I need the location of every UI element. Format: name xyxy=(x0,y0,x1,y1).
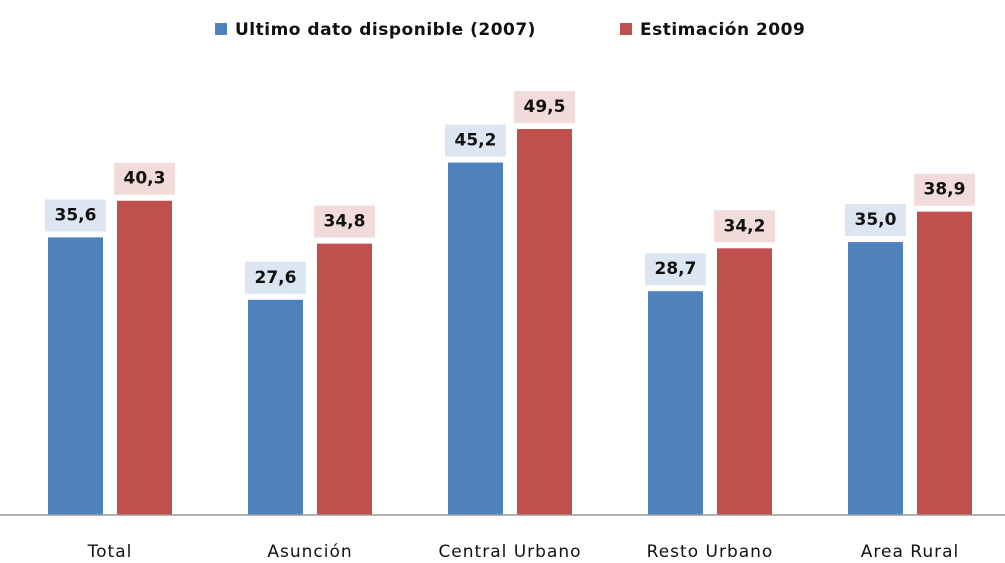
value-label-bg xyxy=(645,253,706,286)
x-tick-label: Total xyxy=(87,542,133,562)
bar xyxy=(917,211,972,516)
value-label: 38,9 xyxy=(924,180,966,200)
value-label-bg xyxy=(114,162,175,195)
legend-swatch xyxy=(620,23,632,35)
value-label: 40,3 xyxy=(124,169,166,189)
legend-label: Estimación 2009 xyxy=(640,20,805,40)
bar xyxy=(317,243,372,515)
value-label-bg xyxy=(45,199,106,232)
value-label: 34,2 xyxy=(724,216,766,236)
value-label-bg xyxy=(714,210,775,243)
value-label-bg xyxy=(514,91,575,123)
value-label: 27,6 xyxy=(255,268,297,288)
bar xyxy=(248,299,303,515)
value-label-bg xyxy=(445,124,506,157)
bar xyxy=(517,129,572,515)
value-label: 45,2 xyxy=(455,131,497,151)
x-tick-label: Central Urbano xyxy=(438,542,581,562)
bar xyxy=(448,162,503,515)
value-label-bg xyxy=(845,204,906,237)
value-label: 49,5 xyxy=(524,97,566,117)
x-tick-label: Resto Urbano xyxy=(647,542,774,562)
value-label-bg xyxy=(314,205,375,238)
bar xyxy=(717,248,772,516)
x-tick-label: Area Rural xyxy=(861,542,959,562)
bar xyxy=(648,291,703,515)
bar xyxy=(848,242,903,515)
bar xyxy=(48,237,103,516)
x-tick-label: Asunción xyxy=(267,542,352,562)
value-label-bg xyxy=(914,173,975,206)
value-label-bg xyxy=(245,261,306,294)
value-label: 28,7 xyxy=(655,259,697,279)
value-label: 34,8 xyxy=(324,212,366,232)
legend-label: Ultimo dato disponible (2007) xyxy=(235,20,536,40)
legend-swatch xyxy=(215,23,227,35)
value-label: 35,0 xyxy=(855,210,897,230)
bar xyxy=(117,200,172,516)
value-label: 35,6 xyxy=(55,205,97,225)
